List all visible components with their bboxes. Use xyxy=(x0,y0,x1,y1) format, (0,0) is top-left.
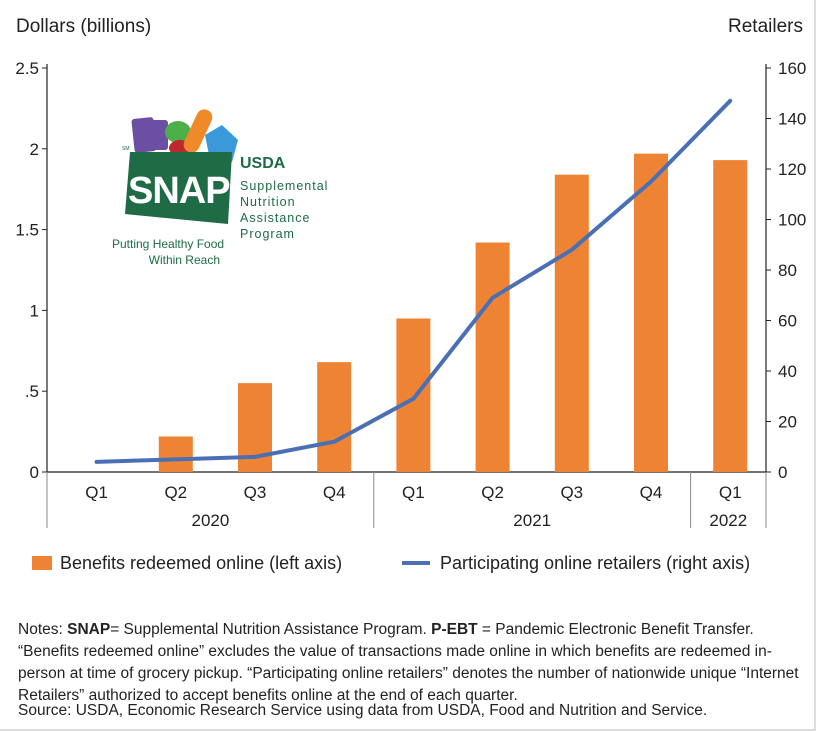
bar xyxy=(713,160,748,472)
legend-bar-swatch xyxy=(32,556,52,570)
x-tick-label: Q1 xyxy=(719,483,742,502)
svg-text:Putting Healthy Food: Putting Healthy Food xyxy=(112,237,224,251)
bar xyxy=(634,153,668,472)
retailers-line xyxy=(94,98,733,464)
svg-text:Assistance: Assistance xyxy=(240,211,310,225)
left-tick-label: 1 xyxy=(30,301,39,320)
legend-line-label: Participating online retailers (right ax… xyxy=(440,553,750,573)
x-tick-label: Q4 xyxy=(640,483,663,502)
bar xyxy=(317,362,352,472)
bar xyxy=(475,242,510,472)
logo-brand: SNAP xyxy=(128,170,230,212)
right-axis-label: Retailers xyxy=(728,16,803,37)
x-tick-label: Q4 xyxy=(323,483,346,502)
chart-notes: Notes: SNAP= Supplemental Nutrition Assi… xyxy=(18,621,799,704)
chart: Dollars (billions) Retailers SM SNAP USD… xyxy=(15,16,806,573)
bar xyxy=(396,318,431,472)
right-tick-label: 140 xyxy=(778,110,806,129)
snap-logo: SM SNAP USDA Supplemental Nutrition Assi… xyxy=(112,109,328,267)
x-tick-label: Q3 xyxy=(244,483,267,502)
legend-bar-label: Benefits redeemed online (left axis) xyxy=(60,553,342,573)
svg-text:Program: Program xyxy=(240,227,295,241)
left-tick-label: .5 xyxy=(25,382,39,401)
right-tick-label: 20 xyxy=(778,413,797,432)
svg-text:Within Reach: Within Reach xyxy=(149,253,220,267)
svg-text:Supplemental: Supplemental xyxy=(240,179,328,193)
year-label: 2021 xyxy=(513,511,551,530)
right-tick-label: 60 xyxy=(778,312,797,331)
left-tick-label: 1.5 xyxy=(15,221,39,240)
x-tick-label: Q2 xyxy=(481,483,504,502)
svg-text:USDA: USDA xyxy=(240,155,286,172)
svg-text:Nutrition: Nutrition xyxy=(240,195,296,209)
x-tick-label: Q1 xyxy=(85,483,108,502)
chart-source: Source: USDA, Economic Research Service … xyxy=(18,702,708,719)
left-axis-label: Dollars (billions) xyxy=(16,16,151,37)
year-label: 2022 xyxy=(709,511,747,530)
right-tick-label: 40 xyxy=(778,362,797,381)
year-label: 2020 xyxy=(191,511,229,530)
bar xyxy=(554,174,589,472)
left-tick-label: 0 xyxy=(30,463,39,482)
right-tick-label: 100 xyxy=(778,211,806,230)
right-tick-label: 160 xyxy=(778,59,806,78)
right-tick-label: 120 xyxy=(778,160,806,179)
svg-text:SM: SM xyxy=(122,146,130,152)
x-tick-label: Q1 xyxy=(402,483,425,502)
bar xyxy=(158,436,193,472)
right-tick-label: 80 xyxy=(778,261,797,280)
left-tick-label: 2.5 xyxy=(15,59,39,78)
right-tick-label: 0 xyxy=(778,463,787,482)
left-tick-label: 2 xyxy=(30,140,39,159)
x-tick-label: Q2 xyxy=(164,483,187,502)
x-tick-label: Q3 xyxy=(560,483,583,502)
